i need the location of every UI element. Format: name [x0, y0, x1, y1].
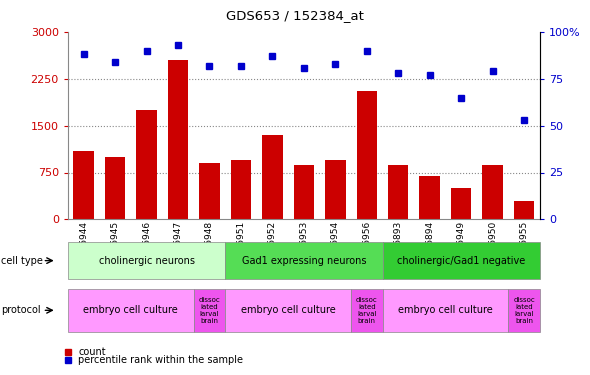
Bar: [294, 165, 314, 219]
Text: GDS653 / 152384_at: GDS653 / 152384_at: [226, 9, 364, 22]
Text: cholinergic/Gad1 negative: cholinergic/Gad1 negative: [397, 256, 525, 266]
Text: dissoc
iated
larval
brain: dissoc iated larval brain: [513, 297, 535, 324]
Text: embryo cell culture: embryo cell culture: [83, 305, 178, 315]
Text: cell type: cell type: [1, 256, 43, 266]
Text: embryo cell culture: embryo cell culture: [241, 305, 336, 315]
Bar: [356, 91, 377, 219]
Text: protocol: protocol: [1, 305, 41, 315]
Bar: [231, 160, 251, 219]
Bar: [105, 157, 125, 219]
Text: dissoc
iated
larval
brain: dissoc iated larval brain: [356, 297, 378, 324]
Bar: [514, 201, 535, 219]
Bar: [419, 176, 440, 219]
Bar: [168, 60, 188, 219]
Bar: [388, 165, 408, 219]
Text: embryo cell culture: embryo cell culture: [398, 305, 493, 315]
Text: Gad1 expressing neurons: Gad1 expressing neurons: [241, 256, 366, 266]
Bar: [73, 151, 94, 219]
Bar: [262, 135, 283, 219]
Bar: [325, 160, 346, 219]
Text: cholinergic neurons: cholinergic neurons: [99, 256, 195, 266]
Text: percentile rank within the sample: percentile rank within the sample: [78, 355, 244, 365]
Text: dissoc
iated
larval
brain: dissoc iated larval brain: [199, 297, 220, 324]
Bar: [451, 188, 471, 219]
Bar: [136, 110, 157, 219]
Bar: [199, 163, 219, 219]
Bar: [483, 165, 503, 219]
Text: count: count: [78, 347, 106, 357]
